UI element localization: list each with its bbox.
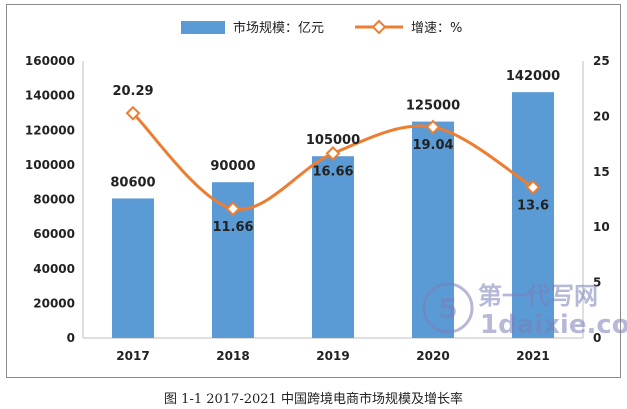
svg-text:5: 5 — [438, 292, 457, 325]
y-left-tick-label: 80000 — [33, 193, 75, 207]
y-right-tick-label: 5 — [593, 276, 601, 290]
x-tick-label: 2019 — [316, 349, 349, 363]
growth-marker — [525, 179, 541, 195]
line-data-label: 20.29 — [112, 84, 153, 99]
y-right-tick-label: 15 — [593, 165, 610, 179]
legend-line-marker — [371, 19, 387, 35]
chart-frame: 0 20000 40000 60000 80000 100000 120000 140000 1… — [6, 4, 621, 378]
bar-data-label: 80600 — [110, 175, 155, 190]
x-tick-label: 2018 — [216, 349, 249, 363]
y-left-tick-label: 40000 — [33, 262, 75, 276]
y-left-tick-label: 100000 — [25, 158, 75, 172]
figure-caption: 图 1-1 2017-2021 中国跨境电商市场规模及增长率 — [164, 392, 463, 407]
legend-bar-swatch — [181, 21, 225, 34]
y-left-tick-label: 160000 — [25, 54, 75, 68]
chart: 0 20000 40000 60000 80000 100000 120000 140000 1… — [25, 19, 610, 363]
y-right-tick-label: 20 — [593, 109, 610, 123]
bar — [412, 121, 454, 338]
legend-bar-label: 市场规模：亿元 — [233, 20, 324, 36]
bar — [312, 156, 354, 338]
legend-line-label: 增速：% — [411, 21, 462, 36]
growth-marker — [325, 145, 341, 161]
y-left-tick-label: 20000 — [33, 296, 75, 310]
y-right-tick-label: 0 — [593, 331, 601, 345]
x-tick-label: 2017 — [116, 349, 149, 363]
bar-data-label: 105000 — [306, 133, 360, 148]
growth-marker — [225, 201, 241, 217]
y-left-tick-label: 60000 — [33, 227, 75, 241]
x-tick-label: 2021 — [516, 349, 549, 363]
line-data-label: 19.04 — [412, 138, 453, 153]
y-left-tick-label: 0 — [67, 331, 75, 345]
growth-marker — [425, 119, 441, 135]
line-data-label: 11.66 — [212, 220, 253, 235]
watermark-line2: 1daixie.com — [480, 310, 627, 340]
bar-data-label: 142000 — [506, 69, 560, 84]
bar — [112, 198, 154, 338]
bar — [512, 92, 554, 338]
line-data-label: 16.66 — [312, 164, 353, 179]
bar-data-label: 125000 — [406, 99, 460, 114]
y-right-tick-label: 10 — [593, 220, 610, 234]
y-left-tick-label: 140000 — [25, 89, 75, 103]
growth-marker — [125, 105, 141, 121]
watermark-line1: 第一代写网 — [478, 282, 598, 310]
line-data-label: 13.6 — [517, 198, 549, 213]
y-left-tick-label: 120000 — [25, 123, 75, 137]
y-right-tick-label: 25 — [593, 54, 610, 68]
watermark-logo-icon: 5 — [422, 282, 474, 334]
bar-data-label: 90000 — [210, 159, 255, 174]
x-tick-label: 2020 — [416, 349, 449, 363]
watermark: 5 第一代写网 1daixie.com — [418, 272, 627, 352]
